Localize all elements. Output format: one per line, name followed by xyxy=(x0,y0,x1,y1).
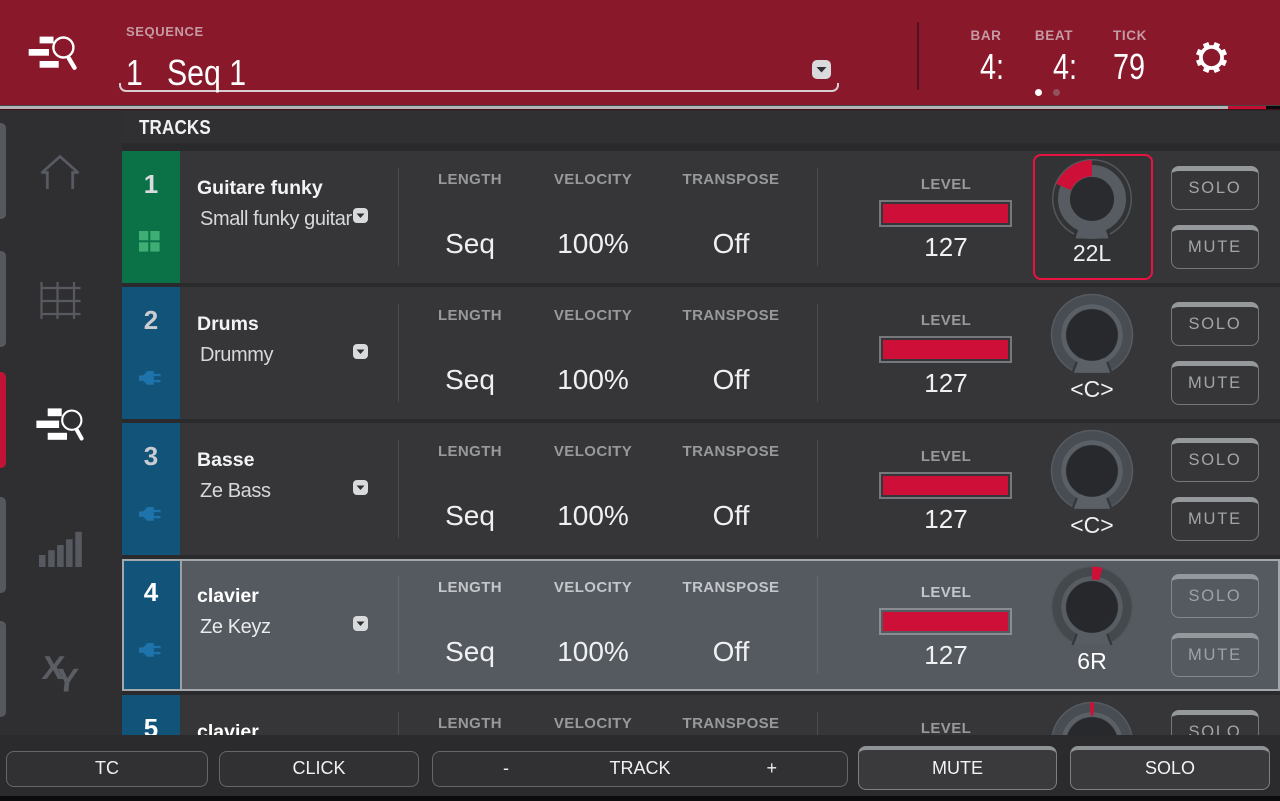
svg-text:Y: Y xyxy=(54,663,80,700)
svg-text:X: X xyxy=(40,650,66,687)
